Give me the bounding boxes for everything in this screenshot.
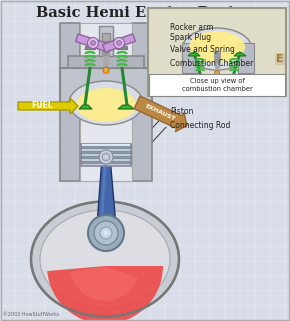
Bar xyxy=(149,74,285,96)
Polygon shape xyxy=(18,98,78,114)
Text: Close up view of
combustion chamber: Close up view of combustion chamber xyxy=(182,78,252,92)
Polygon shape xyxy=(97,157,116,233)
Polygon shape xyxy=(134,96,187,132)
Bar xyxy=(81,156,131,158)
Text: ©2003 HowStuffWorks: ©2003 HowStuffWorks xyxy=(3,312,59,317)
Text: EXHAUST: EXHAUST xyxy=(144,104,176,122)
Text: Spark Plug: Spark Plug xyxy=(170,33,211,42)
Circle shape xyxy=(94,221,118,245)
Circle shape xyxy=(88,38,99,48)
Bar xyxy=(80,23,132,181)
Polygon shape xyxy=(234,53,246,56)
Circle shape xyxy=(103,67,109,73)
Bar xyxy=(81,144,131,166)
Bar xyxy=(81,151,131,153)
Ellipse shape xyxy=(76,88,136,122)
Wedge shape xyxy=(70,266,138,301)
Bar xyxy=(99,26,113,56)
Bar xyxy=(85,46,95,49)
Polygon shape xyxy=(118,105,134,109)
Polygon shape xyxy=(100,161,107,227)
Polygon shape xyxy=(188,53,200,56)
Bar xyxy=(81,146,131,148)
Ellipse shape xyxy=(69,81,143,125)
Ellipse shape xyxy=(189,31,245,63)
Circle shape xyxy=(90,40,95,46)
Ellipse shape xyxy=(31,202,179,317)
Circle shape xyxy=(100,227,112,239)
Bar xyxy=(132,23,152,181)
Bar xyxy=(81,161,131,163)
Text: Valve and Spring: Valve and Spring xyxy=(170,45,235,54)
Ellipse shape xyxy=(40,210,170,308)
Bar xyxy=(102,33,110,41)
Bar xyxy=(117,46,127,49)
Bar xyxy=(182,43,198,73)
Circle shape xyxy=(88,215,124,251)
Text: Combustion Chamber: Combustion Chamber xyxy=(170,59,253,68)
Polygon shape xyxy=(103,34,135,52)
Text: E: E xyxy=(276,54,284,64)
Polygon shape xyxy=(79,105,92,109)
Bar xyxy=(148,8,286,96)
Ellipse shape xyxy=(182,28,252,70)
Text: Piston: Piston xyxy=(170,107,193,116)
Bar xyxy=(238,43,254,73)
Circle shape xyxy=(104,230,108,236)
Circle shape xyxy=(215,71,220,75)
Circle shape xyxy=(113,38,124,48)
Bar xyxy=(68,56,144,68)
Circle shape xyxy=(104,155,108,159)
Text: Basic Hemi Engine Design: Basic Hemi Engine Design xyxy=(36,6,254,20)
Bar xyxy=(60,68,152,103)
Circle shape xyxy=(99,150,113,164)
Circle shape xyxy=(117,40,122,46)
Text: Connecting Rod: Connecting Rod xyxy=(170,120,230,129)
Text: Rocker arm: Rocker arm xyxy=(170,22,213,31)
Circle shape xyxy=(102,153,110,161)
Bar xyxy=(60,23,80,181)
Bar xyxy=(82,144,130,146)
Text: FUEL: FUEL xyxy=(31,101,53,110)
Polygon shape xyxy=(76,34,110,52)
Wedge shape xyxy=(47,266,163,321)
